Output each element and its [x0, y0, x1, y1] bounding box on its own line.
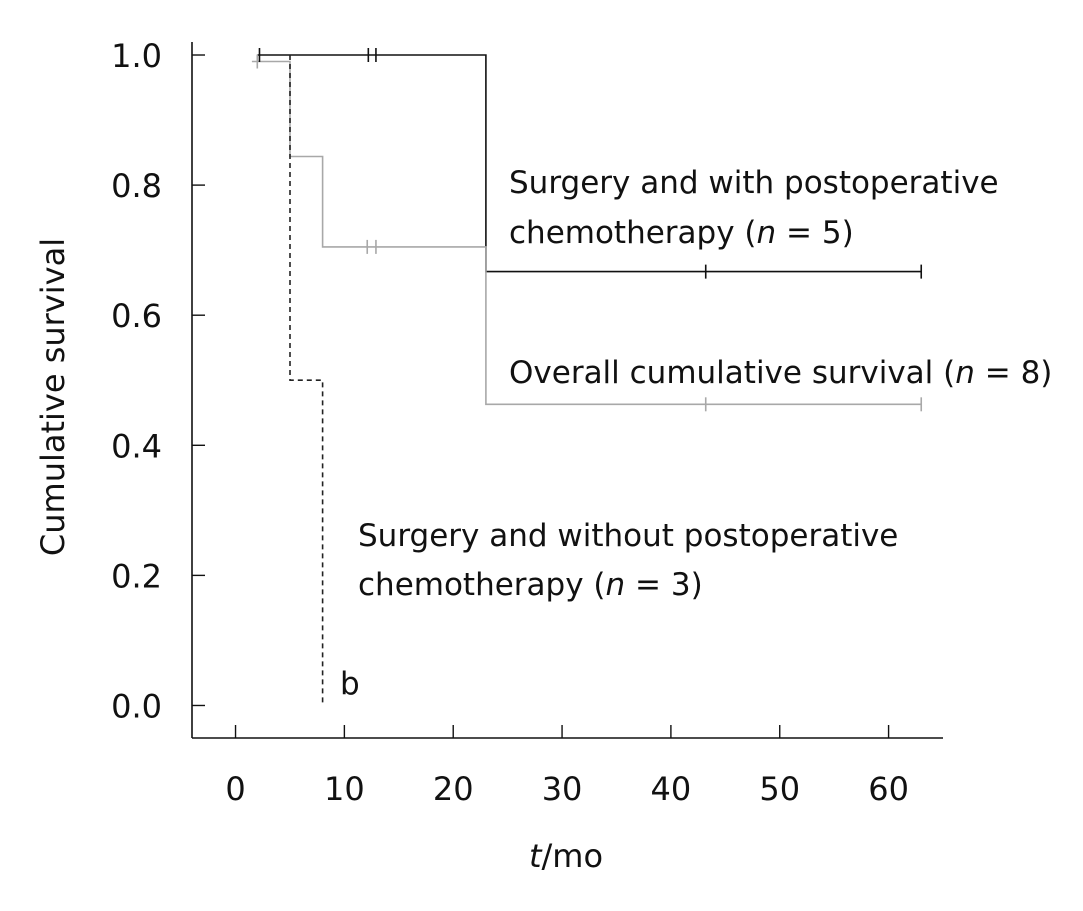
annotation-with-line1: Surgery and with postoperative	[509, 165, 999, 201]
y-tick-label-2: 0.4	[111, 427, 162, 465]
y-tick-label-3: 0.6	[111, 297, 162, 335]
y-tick-label-0: 0.0	[111, 687, 162, 725]
x-tick-label-4: 40	[651, 770, 692, 808]
x-tick-label-0: 0	[225, 770, 245, 808]
series-layer	[251, 54, 922, 706]
y-tick-label-5: 1.0	[111, 37, 162, 75]
annotation-overall: Overall cumulative survival (n = 8)	[509, 355, 1052, 391]
annotation-without-line1: Surgery and without postoperative	[358, 518, 898, 554]
annotation-overall-line1: Overall cumulative survival (n = 8)	[509, 355, 1052, 391]
x-tick-label-6: 60	[868, 770, 909, 808]
y-tick-label-1: 0.2	[111, 557, 162, 595]
annotation-with-line2: chemotherapy (n = 5)	[509, 215, 854, 251]
x-axis-title: t/mo	[529, 837, 603, 875]
series-line-without_chemo	[289, 55, 324, 706]
y-axis-title: Cumulative survival	[34, 238, 72, 556]
x-tick-label-2: 20	[433, 770, 474, 808]
x-tick-label-3: 30	[542, 770, 583, 808]
panel-label: b	[340, 666, 360, 702]
y-tick-label-4: 0.8	[111, 167, 162, 205]
annotation-without-chemo: Surgery and without postoperative chemot…	[358, 518, 898, 603]
series-line-with_chemo	[257, 54, 922, 273]
annotation-with-chemo: Surgery and with postoperative chemother…	[509, 165, 999, 251]
axes: 0 10 20 30 40 50 60 0.0 0.2 0.4 0.6 0.8 1.0	[111, 37, 943, 808]
censor-layer	[256, 48, 923, 412]
x-tick-label-5: 50	[759, 770, 800, 808]
x-tick-label-1: 10	[324, 770, 365, 808]
annotation-without-line2: chemotherapy (n = 3)	[358, 567, 703, 603]
